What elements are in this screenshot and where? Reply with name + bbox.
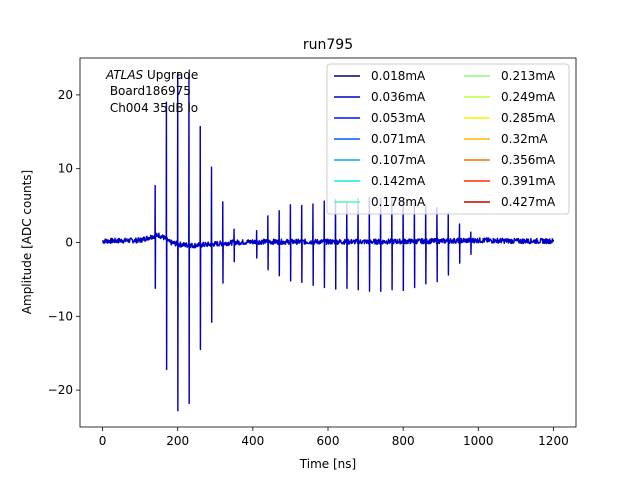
legend-label: 0.249mA (501, 90, 556, 104)
annotation-line-3: Ch004 35dB lo (106, 101, 198, 115)
legend-label: 0.018mA (371, 69, 426, 83)
chart-title: run795 (303, 37, 353, 53)
x-tick-label: 200 (166, 434, 189, 448)
x-tick-label: 800 (392, 434, 415, 448)
legend-label: 0.356mA (501, 153, 556, 167)
annotation-upgrade: Upgrade (143, 68, 198, 82)
legend-label: 0.213mA (501, 69, 556, 83)
legend-label: 0.053mA (371, 111, 426, 125)
legend-label: 0.32mA (501, 132, 548, 146)
legend-label: 0.178mA (371, 195, 426, 209)
series-line-0.036mA (102, 72, 555, 412)
legend-label: 0.427mA (501, 195, 556, 209)
atlas-annotation: ATLAS Upgrade Board186975 Ch004 35dB lo (105, 68, 198, 115)
y-tick-label: −10 (48, 309, 73, 323)
x-axis-label: Time [ns] (299, 457, 356, 471)
legend-label: 0.285mA (501, 111, 556, 125)
annotation-line-2: Board186975 (106, 84, 191, 98)
x-tick-label: 400 (241, 434, 264, 448)
y-axis-label: Amplitude [ADC counts] (20, 170, 34, 314)
x-tick-label: 1200 (538, 434, 569, 448)
x-tick-label: 1000 (463, 434, 494, 448)
x-tick-label: 0 (99, 434, 107, 448)
legend-box (326, 63, 570, 215)
y-tick-label: 0 (65, 236, 73, 250)
legend: 0.018mA 0.036mA 0.053mA 0.071mA 0.107mA 0.142… (326, 63, 570, 215)
legend-label: 0.391mA (501, 174, 556, 188)
legend-label: 0.142mA (371, 174, 426, 188)
x-tick-label: 600 (317, 434, 340, 448)
legend-label: 0.036mA (371, 90, 426, 104)
y-tick-label: 10 (58, 162, 73, 176)
y-tick-label: −20 (48, 383, 73, 397)
annotation-line-1: ATLAS Upgrade (105, 68, 198, 82)
legend-label: 0.107mA (371, 153, 426, 167)
legend-label: 0.071mA (371, 132, 426, 146)
y-tick-label: 20 (58, 88, 73, 102)
annotation-atlas: ATLAS (105, 68, 144, 82)
